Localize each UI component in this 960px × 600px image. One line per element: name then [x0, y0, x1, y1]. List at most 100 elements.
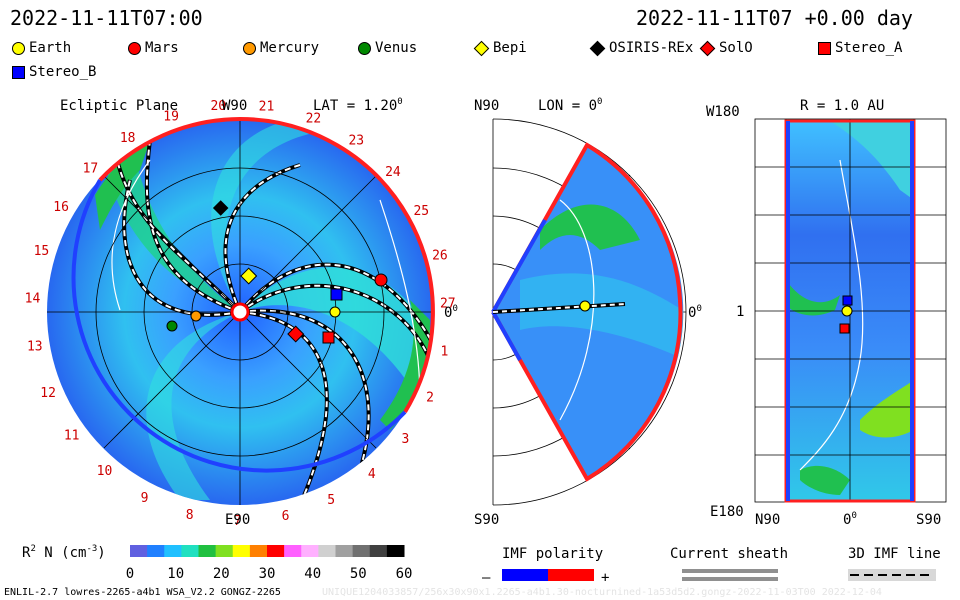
rotation-label: 4: [368, 467, 376, 482]
legend-item-earth: Earth: [12, 40, 71, 56]
model-info-footer: ENLIL-2.7 lowres-2265-a4b1 WSA_V2.2 GONG…: [4, 587, 281, 598]
rotation-label: 10: [97, 464, 113, 479]
one-au-stereo-b-marker: [842, 295, 853, 306]
legend-label: Venus: [375, 40, 418, 56]
current-sheath-legend: Current sheath: [670, 546, 788, 581]
earth-marker: [329, 306, 341, 318]
rotation-label: 26: [432, 249, 448, 264]
colorbar-tick-label: 20: [213, 566, 230, 582]
imf-polarity-legend: IMF polarity – +: [482, 546, 609, 586]
forecast-time-label: 2022-11-11T07 +0.00 day: [636, 6, 913, 30]
colorbar-segment: [147, 545, 165, 557]
rotation-number-labels: 20 21222324252627123456789101112131415161…: [25, 99, 456, 529]
bepi-marker: [240, 267, 258, 285]
circle-marker-icon: [243, 41, 256, 55]
one-au-top-label: W180: [706, 104, 740, 120]
legend-item-mars: Mars: [128, 40, 179, 56]
rotation-label: 3: [401, 432, 409, 447]
one-au-stereo-a-marker: [839, 323, 850, 334]
rotation-label: 24: [385, 165, 401, 180]
colorbar-segment: [130, 545, 148, 557]
imf-line-title: 3D IMF line: [848, 546, 941, 562]
one-au-bottom-label: E180: [710, 504, 744, 520]
circle-marker-icon: [12, 41, 25, 55]
legend-label: OSIRIS-REx: [609, 40, 694, 56]
colorbar-tick-label: 10: [167, 566, 184, 582]
one-au-xtick-n90: N90: [755, 512, 780, 528]
ecliptic-right-label: 00: [444, 304, 458, 321]
osiris-rex-marker: [212, 200, 229, 216]
legend-item-venus: Venus: [358, 40, 417, 56]
legend-label: Mars: [145, 40, 179, 56]
imf-minus: –: [482, 570, 491, 586]
one-au-earth-marker: [841, 305, 853, 317]
ecliptic-bottom-label: E90: [225, 512, 250, 528]
rotation-label: 20: [210, 99, 226, 114]
current-sheath-lines: [111, 159, 421, 401]
square-marker-icon: [12, 65, 25, 79]
rotation-label: 2: [426, 391, 434, 406]
rotation-label: 5: [327, 493, 335, 508]
stereo-a-marker: [322, 331, 335, 344]
one-au-xtick-0: 00: [843, 511, 857, 528]
imf-positive-bar: [548, 569, 594, 581]
colorbar-segment: [164, 545, 182, 557]
ecliptic-spacecraft-markers: [166, 200, 388, 344]
rotation-label: 16: [53, 200, 69, 215]
rotation-label: 19: [163, 110, 179, 125]
legend-item-mercury: Mercury: [243, 40, 319, 56]
rotation-label: 12: [40, 386, 56, 401]
colorbar-tick-label: 0: [126, 566, 134, 582]
circle-marker-icon: [358, 41, 371, 55]
colorbar-segment: [301, 545, 319, 557]
colorbar-segment: [284, 545, 302, 557]
one-au-panel: W180 R = 1.0 AU 1 E180 N90 00 S90: [706, 98, 947, 528]
colorbar-tick-label: 60: [396, 566, 413, 582]
colorbar-label: R2 N (cm-3): [22, 544, 106, 561]
colorbar-segment: [352, 545, 371, 557]
legend-label: SolO: [719, 40, 753, 56]
meridional-top-label: N90: [474, 98, 499, 114]
colorbar-segment: [249, 545, 268, 557]
colorbar-segment: [232, 545, 251, 557]
one-au-r-label: R = 1.0 AU: [800, 98, 884, 114]
rotation-label: 18: [120, 131, 136, 146]
colorbar-segment: [267, 545, 285, 557]
legend-label: Mercury: [260, 40, 320, 56]
legend-label: Stereo_A: [835, 40, 903, 56]
rotation-label: 22: [306, 111, 322, 126]
legend-label: Bepi: [493, 40, 527, 56]
one-au-xtick-s90: S90: [916, 512, 941, 528]
rotation-label: 7: [234, 514, 242, 529]
legend-item-osiris-rex: OSIRIS-REx: [589, 40, 694, 56]
meridional-earth-marker: [579, 300, 591, 312]
legend-item-stereo-b: Stereo_B: [12, 64, 96, 80]
rotation-label: 15: [34, 244, 50, 259]
rotation-label: 14: [25, 292, 41, 307]
rotation-label: 6: [282, 509, 290, 524]
legend-item-bepi: Bepi: [473, 40, 527, 56]
colorbar-tick-label: 40: [304, 566, 321, 582]
venus-marker: [166, 320, 178, 332]
ecliptic-panel: 20 21222324252627123456789101112131415161…: [25, 97, 458, 529]
run-id-footer: UNIQUE1204033857/256x30x90x1.2265-a4b1.3…: [322, 587, 882, 598]
colorbar-segment: [318, 545, 337, 557]
legend-label: Stereo_B: [29, 64, 97, 80]
ecliptic-lat-label: LAT = 1.200: [313, 97, 403, 114]
meridional-bottom-label: S90: [474, 512, 499, 528]
mars-marker: [374, 273, 388, 287]
legend-item-stereo-a: Stereo_A: [818, 40, 902, 56]
colorbar-segment: [335, 545, 354, 557]
rotation-label: 9: [141, 491, 149, 506]
colorbar-tick-label: 50: [350, 566, 367, 582]
colorbar-segment: [215, 545, 234, 557]
current-sheath-title: Current sheath: [670, 546, 788, 562]
imf-negative-bar: [502, 569, 548, 581]
imf-polarity-title: IMF polarity: [502, 546, 603, 562]
square-marker-icon: [818, 41, 831, 55]
rotation-label: 13: [27, 340, 43, 355]
rotation-label: 8: [186, 508, 194, 523]
legend-item-solo: SolO: [699, 40, 753, 56]
rotation-label: 25: [413, 204, 429, 219]
